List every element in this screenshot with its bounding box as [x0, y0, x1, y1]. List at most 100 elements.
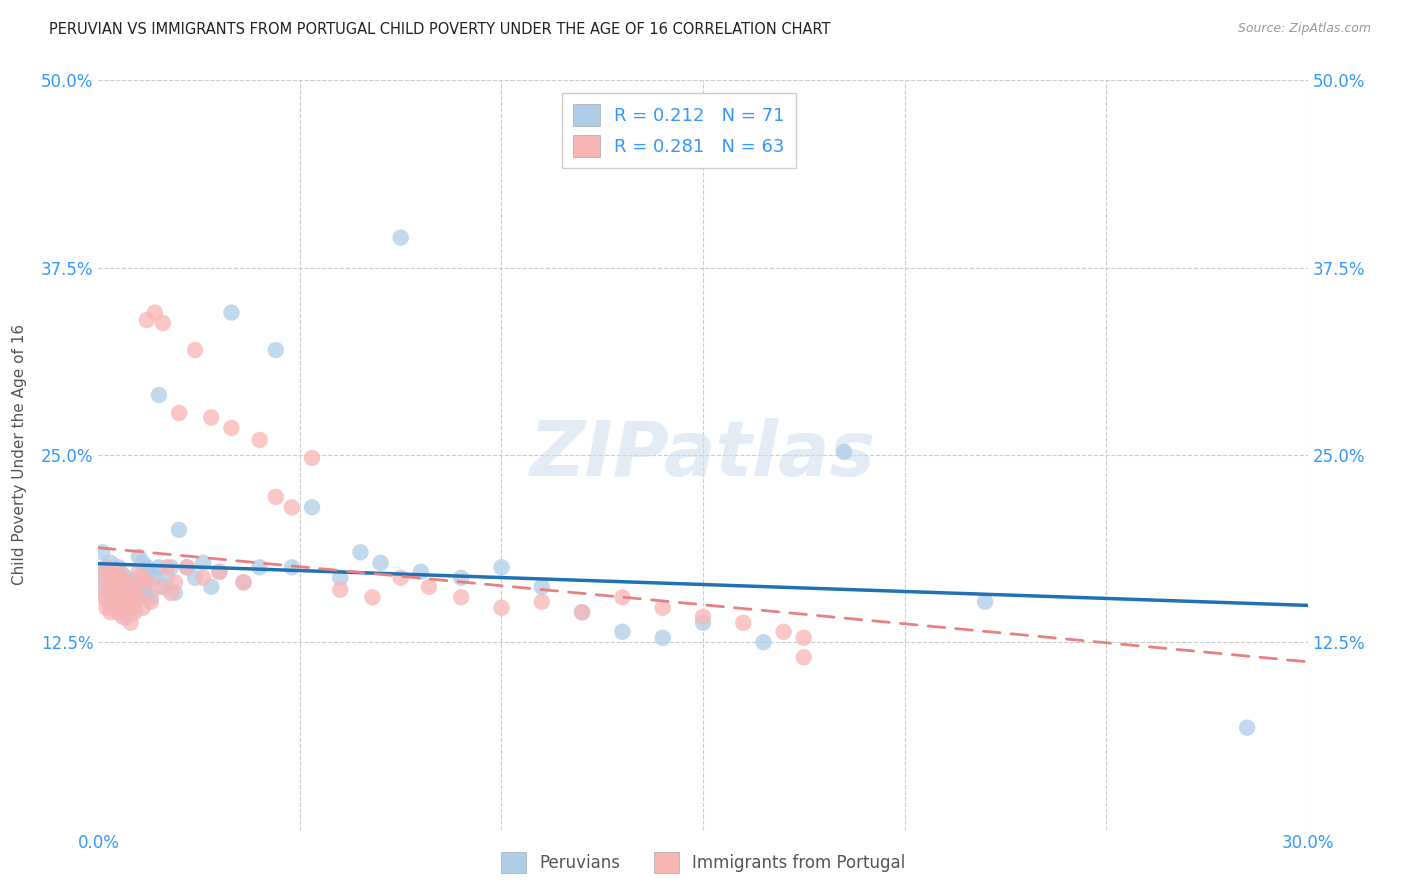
Point	[135, 586, 157, 600]
Point	[143, 571, 166, 585]
Point	[249, 433, 271, 447]
Point	[571, 605, 593, 619]
Point	[120, 605, 142, 619]
Point	[491, 560, 513, 574]
Point	[111, 582, 134, 597]
Point	[111, 571, 134, 585]
Point	[100, 598, 122, 612]
Point	[200, 410, 222, 425]
Point	[132, 571, 155, 585]
Point	[221, 421, 243, 435]
Point	[135, 313, 157, 327]
Point	[91, 545, 114, 559]
Point	[128, 591, 150, 605]
Point	[100, 567, 122, 582]
Point	[91, 580, 114, 594]
Point	[772, 624, 794, 639]
Text: Source: ZipAtlas.com: Source: ZipAtlas.com	[1237, 22, 1371, 36]
Point	[793, 650, 815, 665]
Point	[692, 615, 714, 630]
Point	[200, 580, 222, 594]
Point	[96, 582, 118, 597]
Point	[96, 560, 118, 574]
Point	[491, 600, 513, 615]
Point	[612, 624, 634, 639]
Point	[612, 591, 634, 605]
Point	[301, 450, 323, 465]
Point	[100, 582, 122, 597]
Point	[103, 595, 125, 609]
Legend: R = 0.212   N = 71, R = 0.281   N = 63: R = 0.212 N = 71, R = 0.281 N = 63	[562, 93, 796, 168]
Point	[450, 571, 472, 585]
Point	[221, 305, 243, 319]
Point	[264, 490, 287, 504]
Point	[120, 591, 142, 605]
Point	[160, 560, 183, 574]
Point	[1236, 721, 1258, 735]
Point	[139, 591, 162, 605]
Point	[184, 571, 207, 585]
Point	[329, 571, 352, 585]
Point	[167, 523, 190, 537]
Point	[120, 575, 142, 590]
Point	[91, 591, 114, 605]
Point	[301, 500, 323, 515]
Point	[139, 595, 162, 609]
Point	[132, 600, 155, 615]
Point	[148, 560, 170, 574]
Point	[96, 591, 118, 605]
Point	[139, 565, 162, 579]
Point	[107, 565, 129, 579]
Point	[733, 615, 755, 630]
Text: PERUVIAN VS IMMIGRANTS FROM PORTUGAL CHILD POVERTY UNDER THE AGE OF 16 CORRELATI: PERUVIAN VS IMMIGRANTS FROM PORTUGAL CHI…	[49, 22, 831, 37]
Point	[103, 565, 125, 579]
Point	[128, 565, 150, 579]
Point	[124, 600, 146, 615]
Point	[100, 605, 122, 619]
Point	[120, 600, 142, 615]
Point	[167, 406, 190, 420]
Point	[124, 586, 146, 600]
Point	[107, 586, 129, 600]
Point	[107, 560, 129, 574]
Point	[156, 560, 179, 574]
Point	[232, 575, 254, 590]
Point	[96, 571, 118, 585]
Point	[349, 545, 371, 559]
Point	[409, 565, 432, 579]
Point	[692, 609, 714, 624]
Point	[160, 586, 183, 600]
Point	[152, 316, 174, 330]
Point	[148, 388, 170, 402]
Point	[143, 305, 166, 319]
Point	[370, 556, 392, 570]
Point	[115, 571, 138, 585]
Point	[128, 591, 150, 605]
Point	[120, 615, 142, 630]
Point	[163, 575, 186, 590]
Point	[450, 591, 472, 605]
Point	[418, 580, 440, 594]
Point	[115, 598, 138, 612]
Point	[128, 571, 150, 585]
Point	[156, 571, 179, 585]
Point	[111, 591, 134, 605]
Point	[107, 605, 129, 619]
Y-axis label: Child Poverty Under the Age of 16: Child Poverty Under the Age of 16	[13, 325, 27, 585]
Point	[208, 565, 231, 579]
Point	[651, 600, 673, 615]
Point	[103, 600, 125, 615]
Text: ZIPatlas: ZIPatlas	[530, 418, 876, 491]
Point	[281, 500, 304, 515]
Point	[651, 631, 673, 645]
Point	[91, 571, 114, 585]
Point	[96, 560, 118, 574]
Point	[96, 600, 118, 615]
Point	[111, 567, 134, 582]
Point	[111, 600, 134, 615]
Point	[793, 631, 815, 645]
Point	[163, 586, 186, 600]
Point	[103, 575, 125, 590]
Point	[176, 560, 198, 574]
Point	[128, 549, 150, 564]
